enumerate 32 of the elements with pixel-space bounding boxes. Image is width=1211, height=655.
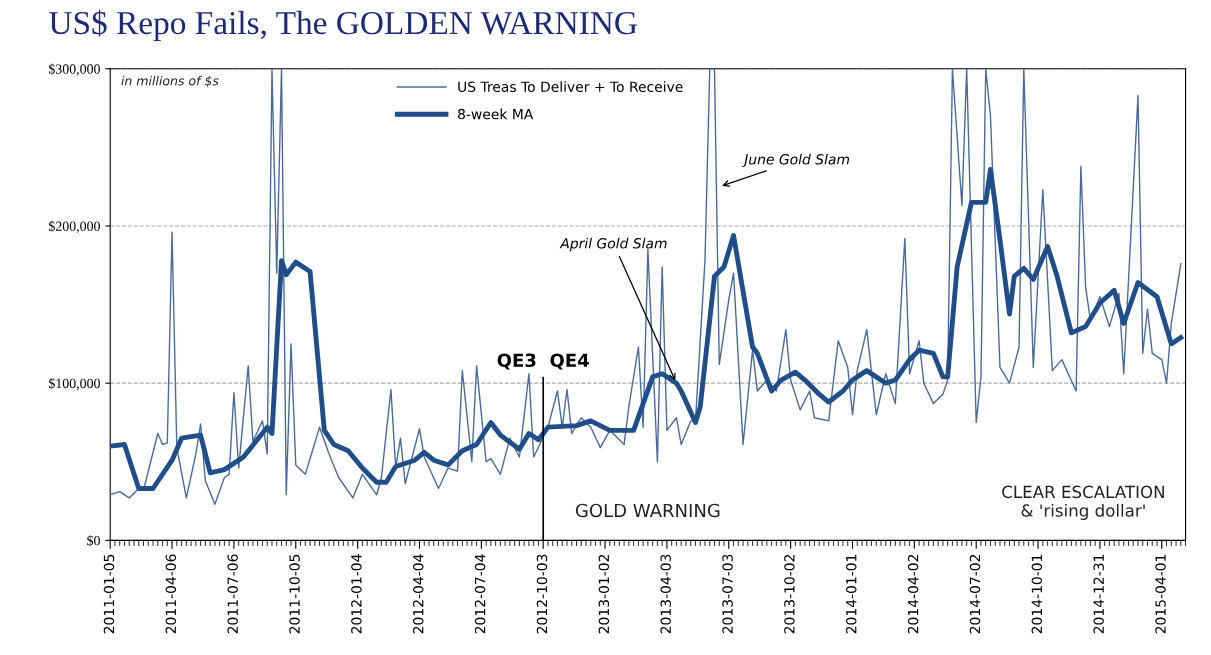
y-tick-label: $100,000 xyxy=(48,377,100,391)
annotation: CLEAR ESCALATION & 'rising dollar' xyxy=(1002,485,1164,521)
x-tick-label: 2012-01-04 xyxy=(351,554,362,634)
x-tick-label: 2013-10-02 xyxy=(784,554,795,634)
x-tick-label: 2011-10-05 xyxy=(289,554,300,634)
x-tick-label: 2014-04-02 xyxy=(907,554,919,634)
x-tick-label: 2011-04-06 xyxy=(165,554,177,634)
annotation: GOLD WARNING xyxy=(575,503,720,518)
legend-label: 8-week MA xyxy=(458,108,534,120)
y-tick-label: $0 xyxy=(87,535,100,547)
annotation: June Gold Slam xyxy=(741,153,850,168)
legend-label: US Treas To Deliver + To Receive xyxy=(458,81,683,93)
x-tick-label: 2013-01-02 xyxy=(598,554,610,634)
annotation: April Gold Slam xyxy=(559,237,667,252)
line-series xyxy=(110,68,1182,505)
y-tick-label: $300,000 xyxy=(48,63,100,76)
x-tick-label: 2014-01-01 xyxy=(846,554,857,634)
annotation: in millions of $s xyxy=(121,75,219,88)
x-tick-label: 2013-04-03 xyxy=(660,554,671,634)
x-tick-label: 2015-04-01 xyxy=(1155,554,1166,634)
chart-title: US$ Repo Fails, The GOLDEN WARNING xyxy=(49,9,637,42)
x-tick-label: 2012-04-04 xyxy=(413,554,424,634)
x-tick-label: 2011-07-06 xyxy=(227,554,238,634)
x-tick-label: 2012-07-04 xyxy=(474,554,486,634)
x-tick-label: 2014-10-01 xyxy=(1031,554,1043,634)
x-tick-label: 2014-12-31 xyxy=(1093,554,1104,634)
x-tick-label: 2012-10-03 xyxy=(536,554,548,634)
x-tick-label: 2014-07-02 xyxy=(969,554,981,634)
ref-line-label: QE3 QE4 xyxy=(497,353,589,370)
y-tick-label: $200,000 xyxy=(48,220,100,233)
x-tick-label: 2013-07-03 xyxy=(722,554,733,634)
x-tick-label: 2011-01-05 xyxy=(103,554,115,634)
